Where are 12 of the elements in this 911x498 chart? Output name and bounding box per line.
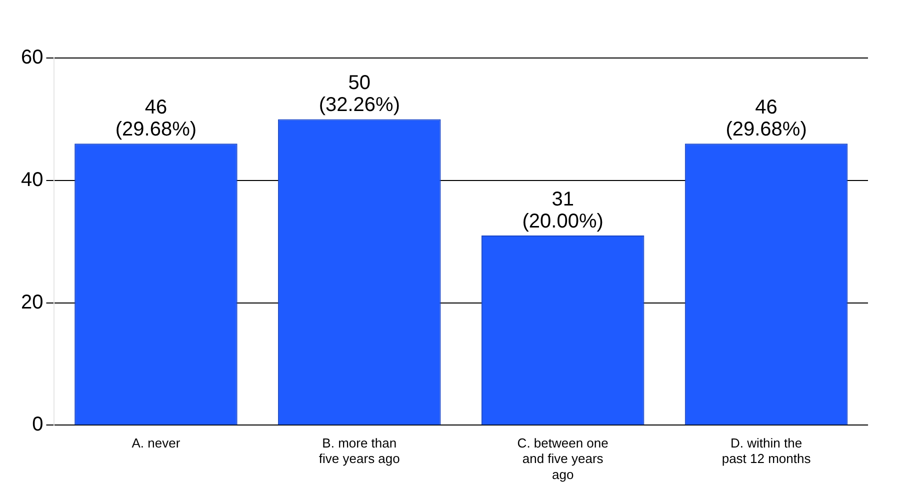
x-tick-label: B. more than five years ago (318, 436, 400, 466)
data-label: 50 (32.26%) (318, 72, 400, 116)
y-tick-label: 60 (20, 46, 44, 69)
data-label: 46 (29.68%) (726, 96, 807, 141)
data-label: 31 (20.00%) (522, 188, 604, 232)
y-tick-label: 40 (20, 168, 44, 191)
data-label: 46 (29.68%) (115, 96, 197, 141)
x-tick-label: A. never (132, 436, 181, 451)
x-tick-label: D. within the past 12 months (722, 436, 812, 466)
y-tick-label: 20 (20, 291, 44, 314)
x-tick-label: C. between one and five years ago (517, 436, 608, 482)
y-tick-label: 0 (32, 414, 44, 436)
